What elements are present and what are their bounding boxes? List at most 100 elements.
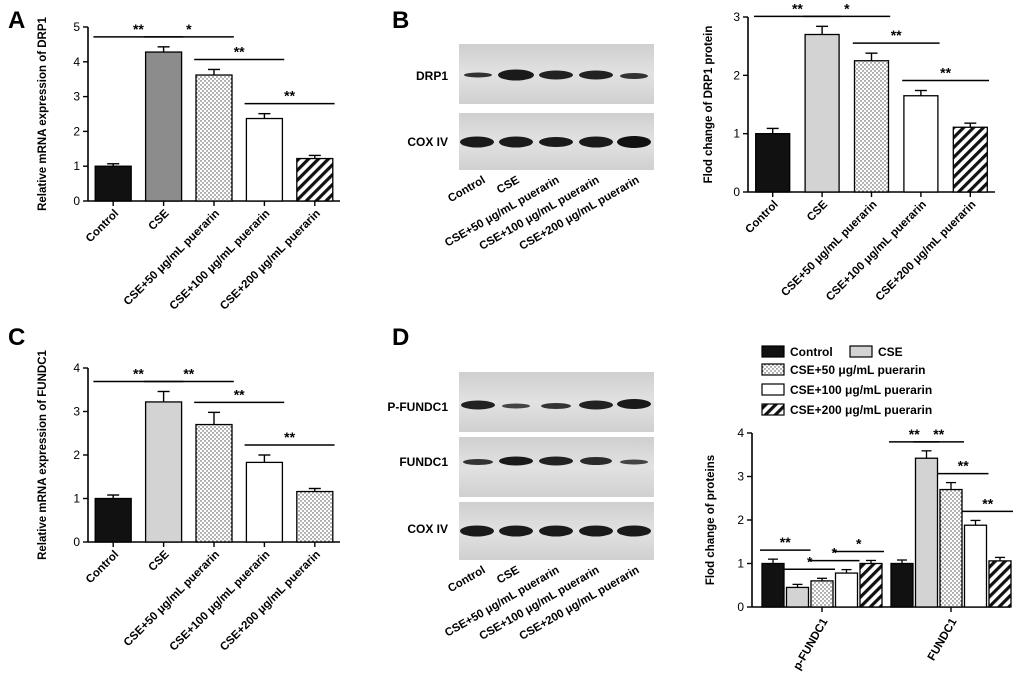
significance-label: ** [909, 426, 920, 442]
significance-label: ** [133, 21, 144, 37]
bar [755, 133, 791, 193]
bar [144, 401, 183, 543]
band [463, 459, 493, 465]
significance-label: * [186, 21, 192, 37]
x-tick-label: CSE+200 μg/mL puerarin [218, 549, 323, 654]
legend-label: Control [790, 345, 833, 359]
legend-label: CSE+100 μg/mL puerarin [790, 383, 932, 397]
y-tick-label: 3 [73, 405, 80, 419]
bar [94, 165, 132, 202]
blot-label-drp1: DRP1 [416, 69, 448, 83]
y-tick-label: 1 [733, 127, 740, 141]
bar [859, 562, 883, 608]
bar [853, 60, 890, 193]
band [539, 525, 573, 537]
band [617, 525, 651, 537]
significance-label: ** [891, 27, 902, 43]
y-tick-label: 2 [737, 513, 744, 527]
legend-swatch [761, 363, 785, 376]
band [579, 400, 613, 410]
y-tick-label: 1 [73, 159, 80, 173]
y-tick-label: 0 [73, 535, 80, 549]
bar [195, 74, 233, 202]
band [617, 136, 651, 148]
band [499, 456, 533, 466]
y-tick-label: 1 [73, 492, 80, 506]
panel-label-c: C [8, 324, 25, 351]
bar [94, 497, 132, 543]
x-tick-label: CSE+100 μg/mL puerarin [168, 549, 273, 654]
bar [296, 490, 334, 543]
x-tick-label: FUNDC1 [926, 616, 960, 663]
significance-label: ** [284, 429, 295, 445]
y-tick-label: 3 [733, 10, 740, 24]
bar [195, 423, 233, 543]
blot-panel-b: DRP1 COX IV Control CSE CSE+50 μg/mL pue… [407, 44, 654, 253]
bar [810, 580, 834, 608]
legend-swatch [761, 345, 785, 358]
legend-label: CSE+50 μg/mL puerarin [790, 363, 926, 377]
y-axis-label: Flod change of proteins [705, 455, 717, 585]
significance-label: * [844, 0, 850, 16]
significance-label: ** [284, 88, 295, 104]
blot-label-pfundc1: P-FUNDC1 [387, 400, 448, 414]
blot-lane-label: Control [446, 174, 487, 205]
bar [988, 560, 1012, 608]
significance-label: ** [133, 365, 144, 381]
blot-label-fundc1: FUNDC1 [399, 455, 448, 469]
y-axis-label: Flod change of DRP1 protein [703, 26, 715, 184]
legend-swatch [761, 383, 785, 396]
y-tick-label: 2 [73, 448, 80, 462]
significance-label: ** [940, 65, 951, 81]
band [579, 136, 613, 148]
panel-label-a: A [8, 7, 25, 34]
blot-label-coxiv: COX IV [407, 135, 448, 149]
bar [834, 572, 859, 608]
x-tick-label: CSE [147, 207, 172, 232]
band [541, 403, 571, 409]
y-tick-label: 5 [73, 20, 80, 34]
bar [804, 33, 840, 193]
y-tick-label: 1 [737, 557, 744, 571]
band [580, 457, 612, 465]
blot-lane-label: CSE [495, 564, 522, 586]
panel-label-d: D [392, 324, 409, 351]
legend-label: CSE [878, 345, 903, 359]
legend-label: CSE+200 μg/mL puerarin [790, 403, 932, 417]
significance-label: * [832, 545, 838, 561]
y-tick-label: 3 [737, 470, 744, 484]
band [461, 400, 495, 410]
bar [296, 157, 334, 202]
y-axis-label: Relative mRNA expression of FUNDC1 [37, 349, 49, 559]
y-tick-label: 4 [737, 426, 744, 440]
band [620, 459, 648, 465]
x-tick-label: CSE [147, 548, 172, 573]
bar [890, 562, 914, 608]
blot-lane-labels-d: Control CSE CSE+50 μg/mL puerarin CSE+10… [443, 564, 641, 643]
significance-label: ** [234, 43, 245, 59]
significance-label: ** [183, 365, 194, 381]
band [579, 70, 613, 80]
y-tick-label: 4 [73, 361, 80, 375]
blot-bands-b [460, 69, 651, 148]
significance-label: ** [780, 534, 791, 550]
blot-label-coxiv: COX IV [407, 522, 448, 536]
significance-label: ** [792, 0, 803, 16]
legend-swatch [849, 345, 873, 358]
x-tick-label: CSE+100 μg/mL puerarin [168, 208, 273, 313]
blot-lane-label: Control [446, 564, 487, 595]
y-axis-label: Relative mRNA expression of DRP1 [37, 16, 49, 210]
y-tick-label: 3 [73, 90, 80, 104]
band [539, 456, 573, 466]
y-tick-label: 0 [733, 185, 740, 199]
band [460, 525, 494, 537]
y-tick-label: 2 [733, 68, 740, 82]
x-tick-label: CSE+200 μg/mL puerarin [874, 199, 979, 304]
chart-a-drp1-mrna: 0 1 2 3 4 5 Relative mRNA expression of DRP1 Co… [37, 16, 340, 312]
band [617, 399, 651, 409]
bar [785, 586, 810, 608]
bar [245, 117, 284, 202]
legend-d: Control CSE CSE+50 μg/mL puerarin CSE+100 μ… [761, 345, 932, 417]
